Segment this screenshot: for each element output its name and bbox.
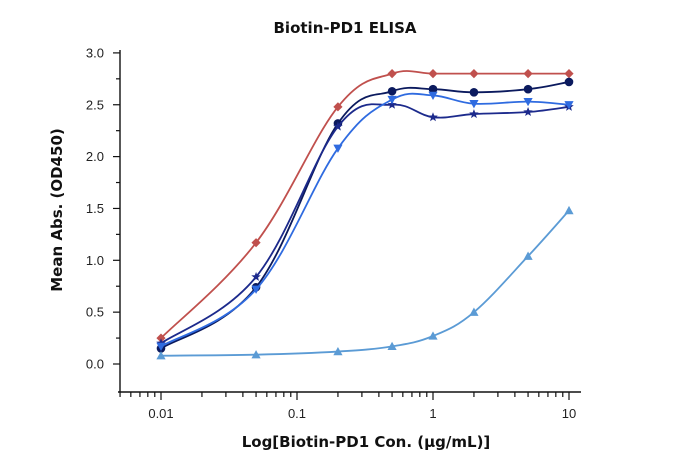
circle-marker (428, 84, 438, 94)
star-marker (523, 107, 533, 117)
x-axis-label: Log[Biotin-PD1 Con. (μg/mL)] (242, 433, 491, 451)
y-tick-label: 2.5 (86, 97, 104, 112)
y-tick-label: 3.0 (86, 45, 104, 60)
y-tick-label: 2.0 (86, 149, 104, 164)
triangle-down-marker (564, 101, 574, 110)
star-marker (333, 121, 343, 131)
series-3 (156, 99, 574, 348)
triangle-up-marker (564, 205, 574, 215)
x-tick-label: 10 (562, 406, 576, 421)
star-marker (428, 112, 438, 122)
triangle-down-marker (251, 285, 261, 294)
y-axis-label: Mean Abs. (OD450) (48, 128, 66, 292)
triangle-up-marker (428, 331, 438, 340)
series-5 (156, 205, 574, 360)
triangle-up-marker (156, 351, 166, 360)
triangle-up-marker (333, 346, 343, 356)
y-tick-label: 1.5 (86, 201, 104, 216)
axes (118, 50, 581, 393)
star-marker (469, 109, 479, 119)
diamond-marker (251, 238, 261, 248)
x-tick-label: 0.1 (288, 406, 306, 421)
diamond-marker (387, 69, 397, 79)
diamond-marker (564, 69, 574, 79)
series-4 (156, 91, 574, 351)
triangle-up-marker (251, 350, 261, 359)
x-ticks: 0.01 0.1 1 10 (119, 392, 576, 421)
diamond-marker (428, 69, 438, 79)
x-tick-label: 0.01 (148, 406, 173, 421)
diamond-marker (333, 102, 343, 112)
star-marker (387, 99, 397, 109)
y-tick-label: 1.0 (86, 253, 104, 268)
diamond-marker (469, 69, 479, 79)
series-1 (156, 69, 574, 343)
diamond-marker (156, 333, 166, 343)
star-marker (251, 271, 261, 281)
triangle-down-marker (387, 95, 397, 105)
plot-area (156, 69, 574, 360)
triangle-up-marker (469, 307, 479, 316)
triangle-down-marker (523, 97, 533, 107)
x-tick-label: 1 (429, 406, 436, 421)
circle-marker (523, 84, 533, 94)
y-ticks: 0.0 0.5 1.0 1.5 2.0 2.5 3.0 (86, 45, 120, 372)
circle-marker (564, 77, 574, 87)
triangle-down-marker (428, 91, 438, 101)
chart-title: Biotin-PD1 ELISA (274, 19, 417, 37)
diamond-marker (523, 69, 533, 79)
y-tick-label: 0.0 (86, 357, 104, 372)
circle-marker (387, 86, 397, 96)
series-curve (160, 103, 570, 344)
triangle-down-marker (469, 100, 479, 109)
series-curve (160, 70, 569, 339)
series-curve (160, 209, 570, 357)
triangle-down-marker (333, 144, 343, 153)
triangle-up-marker (387, 341, 397, 351)
y-tick-label: 0.5 (86, 305, 104, 320)
triangle-down-marker (156, 342, 166, 351)
series-2 (156, 77, 574, 353)
triangle-up-marker (523, 251, 533, 260)
circle-marker (469, 88, 479, 97)
